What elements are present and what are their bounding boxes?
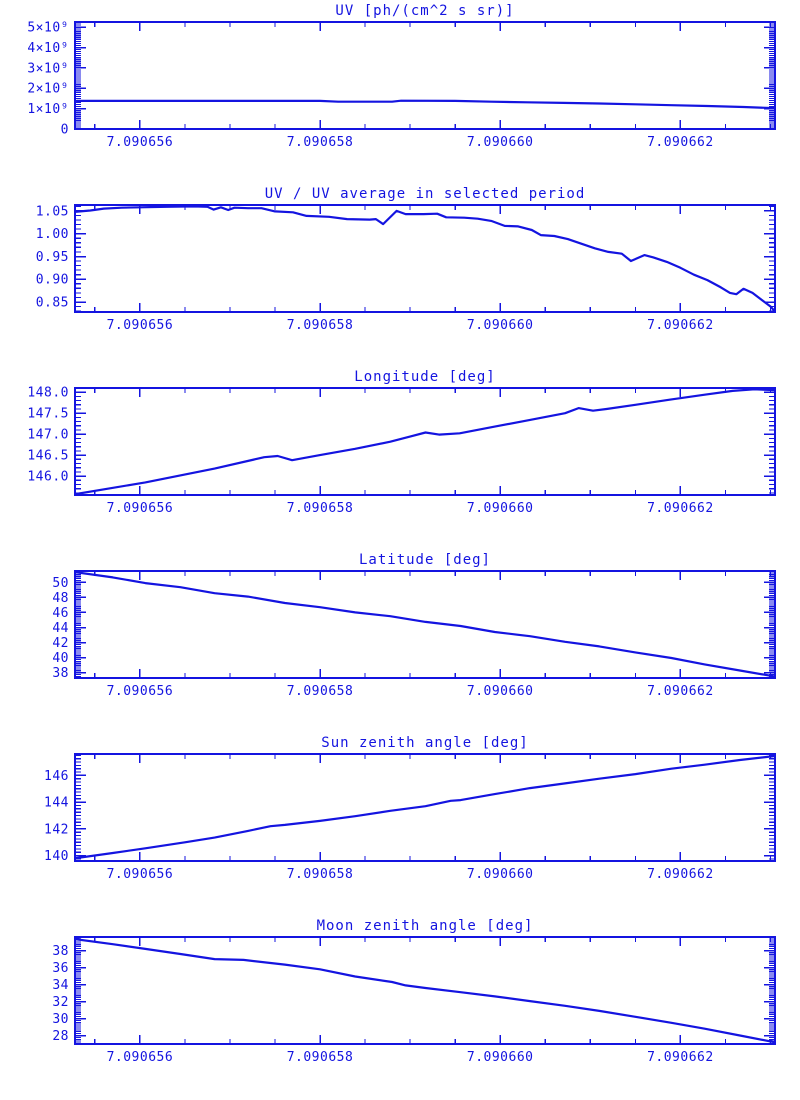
plot-frame: [74, 21, 776, 130]
svg-text:7.090656: 7.090656: [107, 867, 174, 882]
plot-uv: UV [ph/(cm^2 s sr)] 7.090656 7.090658 7.09…: [0, 0, 800, 183]
svg-text:7.090660: 7.090660: [467, 501, 534, 516]
svg-text:7.090658: 7.090658: [287, 1050, 354, 1065]
plot-sun-zenith: Sun zenith angle [deg] 7.090656 7.090658 7…: [0, 732, 800, 915]
svg-text:38: 38: [52, 944, 69, 959]
axis-ticks: [74, 753, 776, 862]
svg-text:32: 32: [52, 995, 69, 1010]
svg-text:1.05: 1.05: [36, 204, 69, 219]
svg-text:2×10⁹: 2×10⁹: [27, 82, 69, 97]
plot-moon-zenith-canvas: 7.090656 7.090658 7.090660 7.090662 38 36 34 32…: [52, 936, 776, 1065]
svg-text:7.090660: 7.090660: [467, 684, 534, 699]
plot-sun-zenith-canvas: 7.090656 7.090658 7.090660 7.090662 146 144 14…: [44, 753, 776, 882]
svg-text:7.090662: 7.090662: [647, 135, 714, 150]
svg-text:7.090658: 7.090658: [287, 501, 354, 516]
svg-text:7.090658: 7.090658: [287, 867, 354, 882]
svg-text:146.0: 146.0: [27, 470, 69, 485]
axis-ticks: [74, 936, 776, 1045]
svg-text:7.090656: 7.090656: [107, 318, 174, 333]
svg-text:7.090658: 7.090658: [287, 684, 354, 699]
axis-tick-labels: 7.090656 7.090658 7.090660 7.090662 1.05 1.00…: [36, 204, 714, 333]
svg-text:0.95: 0.95: [36, 250, 69, 265]
svg-text:3×10⁹: 3×10⁹: [27, 61, 69, 76]
axis-ticks: [74, 387, 776, 496]
svg-text:0.85: 0.85: [36, 296, 69, 311]
plot-sun-zenith-title: Sun zenith angle [deg]: [321, 735, 529, 751]
data-line: [76, 938, 774, 1043]
data-line: [76, 572, 774, 677]
svg-text:5×10⁹: 5×10⁹: [27, 21, 69, 36]
svg-text:7.090660: 7.090660: [467, 318, 534, 333]
plot-uv-title: UV [ph/(cm^2 s sr)]: [335, 3, 515, 19]
plot-longitude-canvas: 7.090656 7.090658 7.090660 7.090662 148.0 147…: [27, 386, 776, 516]
plot-uv-ratio: UV / UV average in selected period 7.090…: [0, 183, 800, 366]
svg-text:142: 142: [44, 822, 69, 837]
axis-tick-labels: 7.090656 7.090658 7.090660 7.090662 38 36 34 32…: [52, 944, 713, 1065]
svg-text:48: 48: [52, 591, 69, 606]
svg-text:7.090662: 7.090662: [647, 318, 714, 333]
svg-text:7.090662: 7.090662: [647, 867, 714, 882]
data-line: [76, 755, 774, 860]
svg-text:1×10⁹: 1×10⁹: [27, 102, 69, 117]
data-line: [76, 99, 774, 110]
axis-ticks: [74, 570, 776, 679]
svg-text:7.090660: 7.090660: [467, 135, 534, 150]
svg-text:42: 42: [52, 636, 69, 651]
svg-text:0: 0: [61, 123, 69, 138]
svg-text:44: 44: [52, 621, 69, 636]
svg-text:7.090656: 7.090656: [107, 135, 174, 150]
svg-text:7.090662: 7.090662: [647, 501, 714, 516]
plot-moon-zenith-title: Moon zenith angle [deg]: [316, 918, 534, 934]
svg-text:146: 146: [44, 769, 69, 784]
axis-tick-labels: 7.090656 7.090658 7.090660 7.090662 148.0 147…: [27, 386, 713, 516]
svg-text:40: 40: [52, 651, 69, 666]
svg-text:140: 140: [44, 849, 69, 864]
svg-text:46: 46: [52, 606, 69, 621]
svg-text:4×10⁹: 4×10⁹: [27, 41, 69, 56]
plot-latitude-title: Latitude [deg]: [358, 552, 491, 568]
svg-text:7.090660: 7.090660: [467, 1050, 534, 1065]
svg-text:36: 36: [52, 961, 69, 976]
plot-latitude: Latitude [deg] 7.090656 7.090658 7.090660 7…: [0, 549, 800, 732]
plot-longitude: Longitude [deg] 7.090656 7.090658 7.090660…: [0, 366, 800, 549]
svg-text:50: 50: [52, 576, 69, 591]
svg-text:7.090662: 7.090662: [647, 684, 714, 699]
axis-ticks: [74, 204, 776, 313]
svg-text:0.90: 0.90: [36, 273, 69, 288]
axis-tick-labels: 7.090656 7.090658 7.090660 7.090662 5×10⁹ 4×1…: [27, 21, 713, 150]
plot-uv-ratio-title: UV / UV average in selected period: [264, 186, 586, 202]
plot-uv-ratio-canvas: 7.090656 7.090658 7.090660 7.090662 1.05 1.00…: [36, 204, 776, 333]
plot-moon-zenith: Moon zenith angle [deg] 7.090656 7.090658…: [0, 915, 800, 1098]
svg-text:7.090662: 7.090662: [647, 1050, 714, 1065]
svg-text:7.090656: 7.090656: [107, 501, 174, 516]
plot-latitude-canvas: 7.090656 7.090658 7.090660 7.090662 50484644…: [52, 570, 776, 699]
axis-tick-labels: 7.090656 7.090658 7.090660 7.090662 146 144 14…: [44, 769, 714, 882]
data-line: [76, 206, 774, 311]
data-line: [76, 389, 774, 494]
svg-text:147.5: 147.5: [27, 407, 69, 422]
svg-text:7.090656: 7.090656: [107, 684, 174, 699]
plot-frame: [74, 570, 776, 679]
plot-frame: [74, 204, 776, 313]
axis-ticks: [74, 21, 776, 130]
svg-text:147.0: 147.0: [27, 428, 69, 443]
svg-text:28: 28: [52, 1029, 69, 1044]
svg-text:7.090658: 7.090658: [287, 135, 354, 150]
plot-longitude-title: Longitude [deg]: [354, 369, 496, 385]
svg-text:146.5: 146.5: [27, 449, 69, 464]
svg-text:144: 144: [44, 796, 69, 811]
svg-text:38: 38: [52, 666, 69, 681]
svg-text:34: 34: [52, 978, 69, 993]
plot-uv-canvas: 7.090656 7.090658 7.090660 7.090662 5×10⁹ 4×1…: [27, 21, 776, 150]
svg-text:7.090660: 7.090660: [467, 867, 534, 882]
plot-frame: [74, 387, 776, 496]
svg-text:7.090656: 7.090656: [107, 1050, 174, 1065]
axis-tick-labels: 7.090656 7.090658 7.090660 7.090662 50484644…: [52, 576, 713, 699]
plot-frame: [74, 753, 776, 862]
svg-text:7.090658: 7.090658: [287, 318, 354, 333]
svg-text:30: 30: [52, 1012, 69, 1027]
svg-text:148.0: 148.0: [27, 386, 69, 401]
svg-text:1.00: 1.00: [36, 227, 69, 242]
